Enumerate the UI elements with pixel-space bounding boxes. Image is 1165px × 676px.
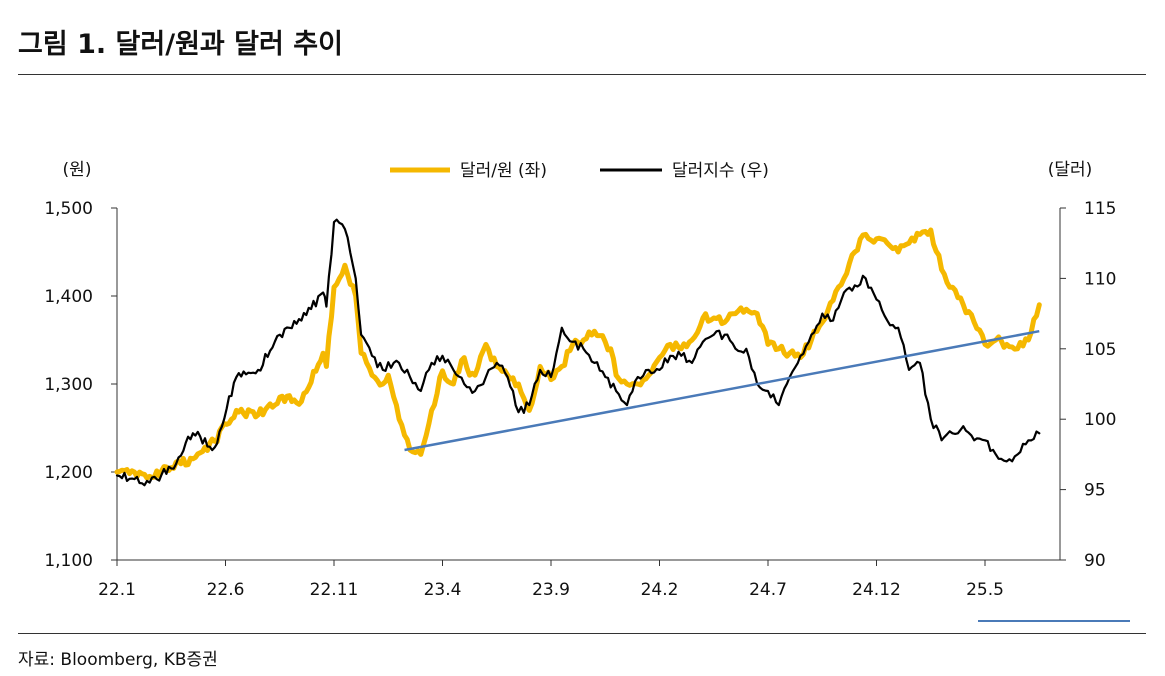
left-tick-label: 1,100 bbox=[44, 551, 93, 571]
right-tick-label: 100 bbox=[1084, 410, 1116, 430]
right-axis-unit: (달러) bbox=[1048, 160, 1093, 180]
x-tick-label: 22.1 bbox=[98, 580, 136, 600]
title-divider bbox=[18, 74, 1146, 75]
left-tick-label: 1,300 bbox=[44, 375, 93, 395]
source-note: 자료: Bloomberg, KB증권 bbox=[18, 650, 218, 670]
right-tick-label: 105 bbox=[1084, 340, 1116, 360]
x-tick-label: 23.9 bbox=[532, 580, 570, 600]
right-tick-label: 115 bbox=[1084, 199, 1116, 219]
left-tick-label: 1,200 bbox=[44, 463, 93, 483]
right-tick-label: 110 bbox=[1084, 269, 1116, 289]
chart-title: 그림 1. 달러/원과 달러 추이 bbox=[18, 29, 343, 60]
x-tick-label: 23.4 bbox=[424, 580, 462, 600]
right-tick-label: 95 bbox=[1084, 481, 1106, 501]
chart-axes: 1,100 1,200 1,300 1,400 1,500 90 95 100 105 110 11… bbox=[44, 160, 1116, 600]
chart-lines bbox=[114, 218, 1042, 487]
x-tick-label: 22.11 bbox=[310, 580, 359, 600]
x-tick-label: 22.6 bbox=[207, 580, 245, 600]
left-tick-label: 1,400 bbox=[44, 287, 93, 307]
x-tick-label: 24.7 bbox=[749, 580, 787, 600]
right-tick-label: 90 bbox=[1084, 551, 1106, 571]
trend-line bbox=[404, 329, 1040, 452]
footer-divider bbox=[18, 633, 1146, 634]
legend-dollar-index-label: 달러지수 (우) bbox=[672, 161, 769, 181]
x-tick-label: 25.5 bbox=[966, 580, 1004, 600]
legend-usdkrw-label: 달러/원 (좌) bbox=[460, 161, 547, 181]
left-axis-unit: (원) bbox=[63, 160, 92, 180]
x-tick-label: 24.12 bbox=[852, 580, 901, 600]
chart-legend: 달러/원 (좌) 달러지수 (우) bbox=[390, 161, 769, 181]
usdkrw-series-line bbox=[114, 227, 1042, 481]
left-tick-label: 1,500 bbox=[44, 199, 93, 219]
dollar-index-series-line bbox=[115, 218, 1041, 487]
x-tick-label: 24.2 bbox=[641, 580, 679, 600]
